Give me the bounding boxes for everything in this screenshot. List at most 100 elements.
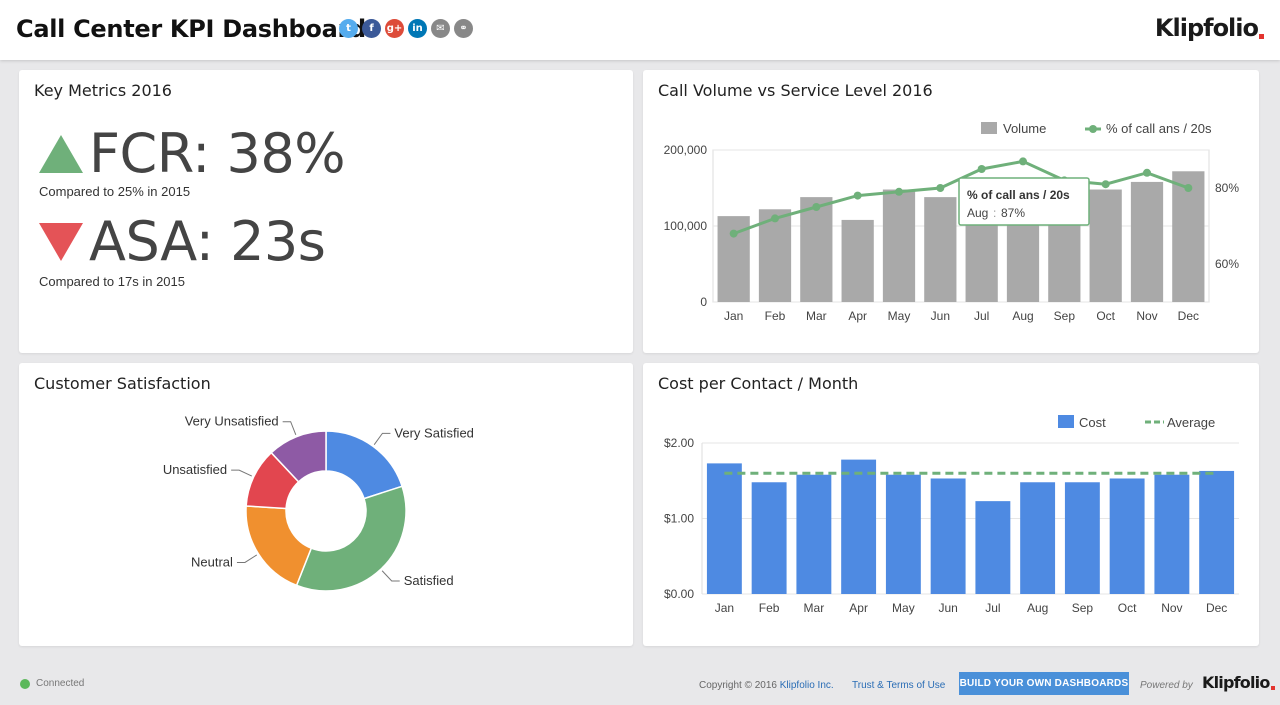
service-level-point xyxy=(977,165,986,173)
footer-brand-logo[interactable]: Klipfolio xyxy=(1202,673,1275,692)
tooltip-value: 87% xyxy=(1001,206,1025,220)
brand-logo[interactable]: Klipfolio xyxy=(1155,14,1264,42)
x-tick-label: Apr xyxy=(848,309,867,323)
x-tick-label: Nov xyxy=(1161,601,1182,615)
y-tick-left: 200,000 xyxy=(664,143,708,157)
x-tick-label: Jun xyxy=(931,309,950,323)
header-bar: Call Center KPI Dashboard t f g+ in ✉ ⚭ Klipf… xyxy=(0,0,1280,60)
service-level-point xyxy=(771,214,779,223)
y-tick-left: 0 xyxy=(700,295,707,309)
cost-bar xyxy=(841,459,877,594)
volume-bar xyxy=(758,209,792,302)
fcr-comparison: Compared to 25% in 2015 xyxy=(39,184,191,199)
x-tick-label: Aug xyxy=(1012,309,1033,323)
cost-bar xyxy=(1199,470,1235,594)
google-plus-icon[interactable]: g+ xyxy=(385,19,404,38)
legend-cost-label: Cost xyxy=(1079,415,1106,430)
connection-status-icon xyxy=(20,679,30,689)
x-tick-label: Sep xyxy=(1054,309,1076,323)
slice-label: Very Unsatisfied xyxy=(185,414,279,429)
donut-slice xyxy=(325,430,404,500)
x-tick-label: Sep xyxy=(1072,601,1094,615)
copyright: Copyright © 2016 Klipfolio Inc. xyxy=(699,680,834,691)
linkedin-icon[interactable]: in xyxy=(408,19,427,38)
service-level-point xyxy=(1019,157,1027,166)
link-icon[interactable]: ⚭ xyxy=(454,19,473,38)
slice-leader-line xyxy=(231,469,253,477)
service-level-point xyxy=(1184,184,1193,192)
connection-status: Connected xyxy=(36,678,85,689)
x-tick-label: Dec xyxy=(1178,309,1199,323)
y-tick: $1.00 xyxy=(664,512,694,526)
x-tick-label: Mar xyxy=(806,309,827,323)
slice-label: Neutral xyxy=(191,554,233,569)
x-tick-label: Oct xyxy=(1096,309,1115,323)
service-level-point xyxy=(812,203,821,211)
panel-title: Key Metrics 2016 xyxy=(34,81,172,100)
tooltip-box xyxy=(958,177,1090,226)
service-level-point xyxy=(1143,168,1151,177)
volume-bar xyxy=(841,219,874,302)
brand-mark-icon xyxy=(1259,34,1264,39)
powered-by-label: Powered by xyxy=(1140,680,1193,691)
y-tick: $0.00 xyxy=(664,587,694,601)
slice-label: Unsatisfied xyxy=(163,462,227,477)
terms-link[interactable]: Trust & Terms of Use xyxy=(852,680,946,691)
volume-bar xyxy=(882,189,916,302)
y-tick: $2.00 xyxy=(664,436,694,450)
cost-bar xyxy=(1109,478,1145,594)
x-tick-label: Jul xyxy=(985,601,1000,615)
x-tick-label: Jun xyxy=(938,601,957,615)
donut-slice xyxy=(245,505,313,587)
y-tick-left: 100,000 xyxy=(664,219,708,233)
cost-bar xyxy=(1064,482,1100,594)
slice-label: Very Satisfied xyxy=(394,425,474,440)
cost-bar xyxy=(975,501,1011,594)
volume-bar xyxy=(1130,181,1164,302)
legend-service-label: % of call ans / 20s xyxy=(1106,121,1212,136)
donut-slice xyxy=(295,485,407,592)
x-tick-label: May xyxy=(892,601,915,615)
x-tick-label: May xyxy=(888,309,911,323)
legend-cost-swatch xyxy=(1058,415,1074,428)
volume-bar xyxy=(924,197,957,302)
footer-brand-name: Klipfolio xyxy=(1202,673,1270,692)
tooltip-separator: : xyxy=(993,206,996,220)
copyright-text: Copyright © 2016 xyxy=(699,680,777,691)
x-tick-label: Feb xyxy=(765,309,786,323)
copyright-link[interactable]: Klipfolio Inc. xyxy=(779,680,834,691)
x-tick-label: Apr xyxy=(849,601,868,615)
legend-volume-swatch xyxy=(981,122,997,134)
slice-label: Satisfied xyxy=(404,573,454,588)
slice-leader-line xyxy=(236,554,258,563)
email-icon[interactable]: ✉ xyxy=(431,19,450,38)
tooltip-label: Aug xyxy=(967,206,988,220)
legend-service-dot xyxy=(1089,125,1097,133)
asa-metric: ASA: 23s xyxy=(39,210,326,273)
fcr-metric: FCR: 38% xyxy=(39,122,346,185)
satisfaction-panel: Customer Satisfaction Very Satisfied Sati… xyxy=(19,363,633,646)
x-tick-label: Dec xyxy=(1206,601,1227,615)
volume-bar xyxy=(1006,216,1040,302)
slice-leader-line xyxy=(373,432,391,445)
service-level-point xyxy=(895,187,903,196)
call-volume-chart[interactable]: 200,000 100,000 0 80% 60% Jan Feb Mar Apr May Jun J… xyxy=(643,70,1259,353)
brand-name: Klipfolio xyxy=(1154,14,1259,42)
build-dashboards-button[interactable]: BUILD YOUR OWN DASHBOARDS xyxy=(959,672,1129,695)
cost-bar xyxy=(930,478,966,594)
panel-title: Call Volume vs Service Level 2016 xyxy=(658,81,933,100)
x-tick-label: Jan xyxy=(715,601,734,615)
brand-mark-icon xyxy=(1270,686,1275,690)
satisfaction-donut-chart[interactable]: Very Satisfied Satisfied Neutral Unsatisfie… xyxy=(19,363,633,646)
call-volume-panel: Call Volume vs Service Level 2016 200,00… xyxy=(643,70,1259,353)
slice-leader-line xyxy=(381,570,400,582)
key-metrics-panel: Key Metrics 2016 FCR: 38% Compared to 25… xyxy=(19,70,633,353)
facebook-icon[interactable]: f xyxy=(362,19,381,38)
fcr-value: FCR: 38% xyxy=(89,122,346,185)
volume-bar xyxy=(1172,171,1205,302)
cost-per-contact-chart[interactable]: $2.00 $1.00 $0.00 Jan Feb Mar Apr May Jun Jul Aug S… xyxy=(643,363,1259,646)
twitter-icon[interactable]: t xyxy=(339,19,358,38)
donut-slice xyxy=(270,430,327,483)
volume-bar xyxy=(1089,189,1122,302)
share-buttons: t f g+ in ✉ ⚭ xyxy=(339,19,473,38)
